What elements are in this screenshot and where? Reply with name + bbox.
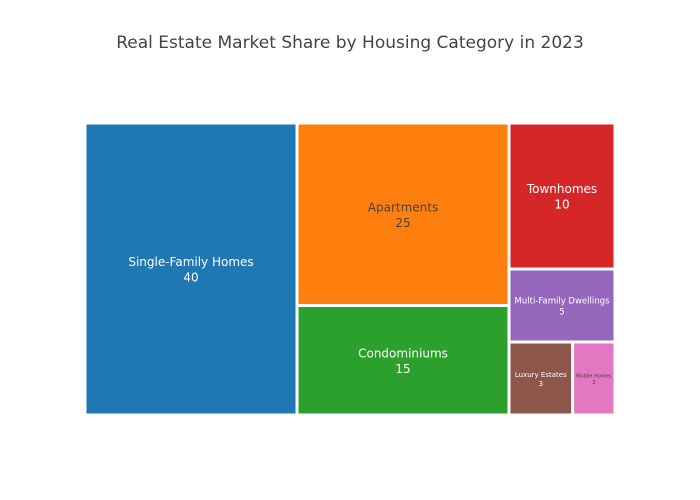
tile-mobile-homes[interactable] xyxy=(574,343,614,414)
tile-townhomes[interactable] xyxy=(510,124,614,268)
tile-label-apartments: Apartments xyxy=(368,200,438,214)
tile-label-single-family-homes: Single-Family Homes xyxy=(128,255,253,269)
tile-apartments[interactable] xyxy=(298,124,508,305)
tile-single-family-homes[interactable] xyxy=(86,124,296,414)
tile-condominiums[interactable] xyxy=(298,307,508,414)
chart-title: Real Estate Market Share by Housing Cate… xyxy=(116,33,584,53)
tile-label-multi-family-dwellings: Multi-Family Dwellings xyxy=(515,296,610,306)
tile-value-multi-family-dwellings: 5 xyxy=(559,307,564,317)
tile-label-luxury-estates: Luxury Estates xyxy=(515,371,567,379)
tile-value-condominiums: 15 xyxy=(395,362,410,376)
tile-value-luxury-estates: 3 xyxy=(539,380,543,388)
tile-value-mobile-homes: 2 xyxy=(592,380,595,386)
tile-value-apartments: 25 xyxy=(395,216,410,230)
tile-multi-family-dwellings[interactable] xyxy=(510,270,614,341)
tile-value-townhomes: 10 xyxy=(554,198,569,212)
tile-label-townhomes: Townhomes xyxy=(526,182,597,196)
tile-value-single-family-homes: 40 xyxy=(183,271,198,285)
tile-luxury-estates[interactable] xyxy=(510,343,572,414)
tile-label-mobile-homes: Mobile Homes xyxy=(576,373,612,379)
treemap-tiles: Single-Family Homes40Apartments25Condomi… xyxy=(86,124,614,414)
tile-label-condominiums: Condominiums xyxy=(358,346,448,360)
